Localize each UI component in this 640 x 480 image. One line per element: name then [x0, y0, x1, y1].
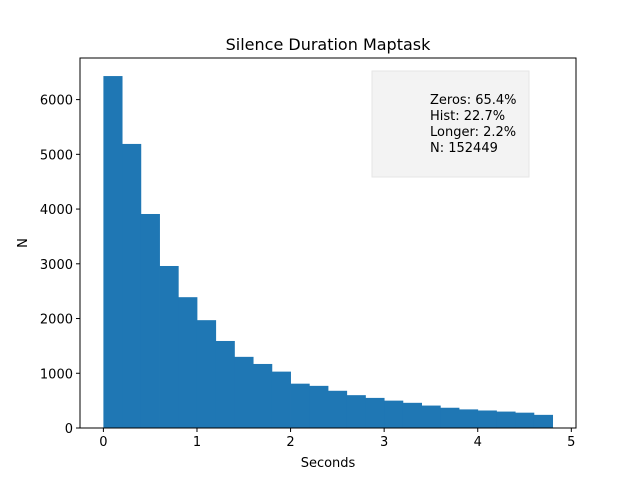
stats-annotation-background	[371, 70, 530, 178]
histogram-bar	[515, 412, 535, 428]
x-tick-label: 0	[99, 435, 107, 450]
chart-title: Silence Duration Maptask	[226, 35, 432, 54]
histogram-bar	[122, 143, 142, 428]
stat-hist: Hist: 22.7%	[430, 109, 505, 124]
histogram-bar	[496, 411, 516, 428]
histogram-bar	[533, 414, 554, 428]
y-tick-label: 1000	[40, 367, 73, 382]
y-tick-label: 4000	[40, 203, 73, 218]
histogram-bar	[365, 397, 385, 428]
x-tick-label: 2	[286, 435, 294, 450]
x-tick-label: 4	[474, 435, 482, 450]
histogram-bar	[328, 390, 348, 428]
histogram-bar	[271, 371, 291, 428]
bars-group	[103, 76, 554, 428]
y-tick-label: 0	[65, 422, 73, 437]
histogram-bar	[290, 383, 310, 428]
axes-frame	[79, 57, 577, 429]
x-axis-label: Seconds	[301, 456, 356, 471]
histogram-bar	[421, 405, 441, 428]
histogram-bar	[196, 320, 217, 428]
stat-n: N: 152449	[430, 141, 498, 156]
histogram-bar	[234, 356, 254, 428]
y-tick-label: 6000	[40, 94, 73, 109]
histogram-bar	[384, 400, 404, 428]
y-tick-label: 5000	[40, 148, 73, 163]
y-tick-label: 2000	[40, 313, 73, 328]
histogram-bar	[140, 213, 160, 428]
x-tick-label: 3	[380, 435, 388, 450]
histogram-bar	[309, 385, 329, 428]
stat-longer: Longer: 2.2%	[430, 125, 516, 140]
histogram-bar	[159, 265, 179, 428]
stats-annotation: Zeros: 65.4% Hist: 22.7% Longer: 2.2% N:…	[371, 70, 530, 178]
histogram-bar	[477, 410, 497, 428]
x-tick-label: 5	[567, 435, 575, 450]
y-axis-label: N	[16, 238, 31, 248]
histogram-bar	[346, 395, 366, 428]
histogram-bar	[459, 409, 479, 428]
histogram-bar	[402, 402, 422, 428]
histogram-bar	[178, 297, 198, 428]
histogram-bar	[253, 363, 273, 428]
histogram-bar	[215, 340, 235, 428]
histogram-bar	[103, 76, 123, 428]
y-axis-ticks: 0 1000 2000 3000 4000 5000 6000	[40, 94, 80, 437]
x-tick-label: 1	[193, 435, 201, 450]
x-axis-ticks: 0 1 2 3 4 5	[99, 428, 575, 450]
stat-zeros: Zeros: 65.4%	[430, 93, 517, 108]
histogram-bar	[440, 407, 460, 428]
y-tick-label: 3000	[40, 258, 73, 273]
